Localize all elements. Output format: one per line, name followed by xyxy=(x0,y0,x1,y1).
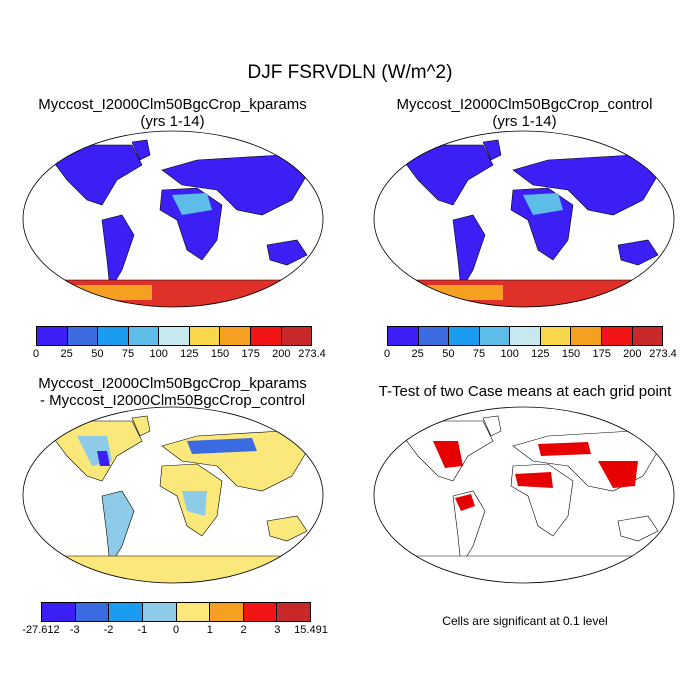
colorbar-swatch xyxy=(250,327,282,345)
colorbar-swatch xyxy=(632,327,663,345)
colorbar-tick-label: 175 xyxy=(592,348,611,360)
colorbar-tick-label: 50 xyxy=(91,348,104,360)
colorbar-swatch xyxy=(277,603,310,621)
panel-title-line2: (yrs 1-14) xyxy=(140,113,205,130)
colorbar-swatch xyxy=(189,327,221,345)
panel-title-line1: Myccost_I2000Clm50BgcCrop_kparams xyxy=(38,375,307,392)
colorbar-tick-label: 75 xyxy=(472,348,486,360)
colorbar-swatch xyxy=(540,327,572,345)
panel-title-line1: Myccost_I2000Clm50BgcCrop_kparams xyxy=(38,96,307,113)
colorbar-tick-label: 100 xyxy=(500,348,519,360)
colorbar-tick-label: -2 xyxy=(103,624,114,636)
colorbar-tick-label: 25 xyxy=(60,348,73,360)
panel-title-line2: (yrs 1-14) xyxy=(492,113,557,130)
colorbar-swatch xyxy=(220,327,251,345)
colorbar-tick-label: 125 xyxy=(180,348,199,360)
colorbar-tick-label: 50 xyxy=(442,348,455,360)
colorbar-swatch xyxy=(388,327,419,345)
colorbar-swatch xyxy=(510,327,541,345)
colorbar-swatch xyxy=(449,327,480,345)
colorbar-swatch xyxy=(128,327,160,345)
colorbar-swatch xyxy=(42,603,76,621)
colorbar-swatch xyxy=(210,603,244,621)
colorbar-swatch xyxy=(75,603,110,621)
colorbar-tick-label: -3 xyxy=(69,624,80,636)
colorbar-tick-label: 0 xyxy=(32,348,40,360)
figure-title: DJF FSRVDLN (W/m^2) xyxy=(247,62,453,83)
colorbar-tick-label: 2 xyxy=(240,624,247,636)
colorbar-tick-label: 0 xyxy=(172,624,180,636)
panel-title-control: Myccost_I2000Clm50BgcCrop_control (yrs 1… xyxy=(372,96,677,130)
colorbar-tick-label: 100 xyxy=(149,348,168,360)
colorbar-swatch xyxy=(142,603,177,621)
map-difference xyxy=(22,406,324,584)
colorbar-tick-label: 150 xyxy=(210,348,230,360)
panel-title-line1: Myccost_I2000Clm50BgcCrop_control xyxy=(396,96,653,113)
colorbar-tick-label: 25 xyxy=(411,348,424,360)
colorbar-tick-label: 75 xyxy=(121,348,135,360)
colorbar-swatch xyxy=(98,327,129,345)
colorbar-swatch xyxy=(176,603,211,621)
colorbar-tick-label: -1 xyxy=(137,624,148,636)
colorbar-control xyxy=(387,326,663,346)
colorbar-swatch xyxy=(571,327,602,345)
colorbar-swatch xyxy=(281,327,312,345)
map-control xyxy=(373,130,675,308)
colorbar-tick-label: 15.491 xyxy=(294,624,328,636)
panel-title-ttest: T-Test of two Case means at each grid po… xyxy=(360,383,690,400)
map-kparams xyxy=(22,130,324,308)
colorbar-tick-label: -27.612 xyxy=(22,624,60,636)
colorbar-swatch xyxy=(67,327,99,345)
colorbar-swatch xyxy=(479,327,511,345)
colorbar-tick-label: 1 xyxy=(206,624,213,636)
colorbar-tick-label: 273.4 xyxy=(649,348,677,360)
colorbar-tick-label: 273.4 xyxy=(298,348,326,360)
panel-title-line1: T-Test of two Case means at each grid po… xyxy=(378,383,672,400)
colorbar-tick-label: 200 xyxy=(623,348,642,360)
colorbar-tick-label: 3 xyxy=(274,624,281,636)
colorbar-swatch xyxy=(418,327,450,345)
colorbar-kparams xyxy=(36,326,312,346)
colorbar-tick-label: 200 xyxy=(272,348,291,360)
panel-title-difference: Myccost_I2000Clm50BgcCrop_kparams - Mycc… xyxy=(20,375,325,409)
colorbar-swatch xyxy=(601,327,633,345)
colorbar-swatch xyxy=(37,327,68,345)
significance-note: Cells are significant at 0.1 level xyxy=(442,614,608,628)
panel-title-kparams: Myccost_I2000Clm50BgcCrop_kparams (yrs 1… xyxy=(20,96,325,130)
map-ttest xyxy=(373,406,675,584)
colorbar-swatch xyxy=(109,603,143,621)
colorbar-tick-label: 0 xyxy=(383,348,391,360)
panel-title-line2: - Myccost_I2000Clm50BgcCrop_control xyxy=(39,392,306,409)
colorbar-tick-label: 150 xyxy=(561,348,581,360)
colorbar-tick-label: 175 xyxy=(241,348,260,360)
colorbar-tick-label: 125 xyxy=(531,348,550,360)
colorbar-swatch xyxy=(159,327,190,345)
colorbar-difference xyxy=(41,602,311,622)
colorbar-swatch xyxy=(243,603,278,621)
